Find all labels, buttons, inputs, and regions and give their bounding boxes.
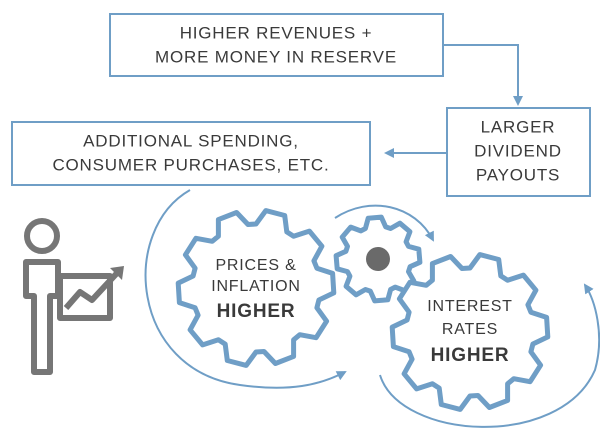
box-dividend <box>446 107 591 197</box>
gear-text: PRICES & <box>215 257 296 274</box>
box-text: DIVIDEND <box>474 141 562 160</box>
gear-text: INTEREST <box>427 298 513 315</box>
cycle-arrow <box>379 283 600 428</box>
gear-emphasis: HIGHER <box>217 301 296 322</box>
box-revenues <box>109 13 444 77</box>
box-text: LARGER <box>481 117 556 136</box>
box-text: CONSUMER PURCHASES, ETC. <box>52 155 329 174</box>
box-spending <box>11 121 371 186</box>
box-text: ADDITIONAL SPENDING, <box>83 131 299 150</box>
gears <box>175 208 551 412</box>
cycle-arrow <box>144 189 347 389</box>
gear <box>389 252 551 412</box>
box-text: HIGHER REVENUES + <box>180 23 373 42</box>
gear-hub <box>366 247 390 271</box>
cycle-arrow <box>334 204 434 242</box>
presenter-icon <box>23 218 124 375</box>
box-text: MORE MONEY IN RESERVE <box>155 47 397 66</box>
gear <box>175 208 337 368</box>
gear-text: INFLATION <box>211 278 301 295</box>
connector-arrow <box>443 44 523 106</box>
gear-emphasis: HIGHER <box>431 345 510 366</box>
gear-text: RATES <box>442 321 498 338</box>
box-text: PAYOUTS <box>476 165 560 184</box>
